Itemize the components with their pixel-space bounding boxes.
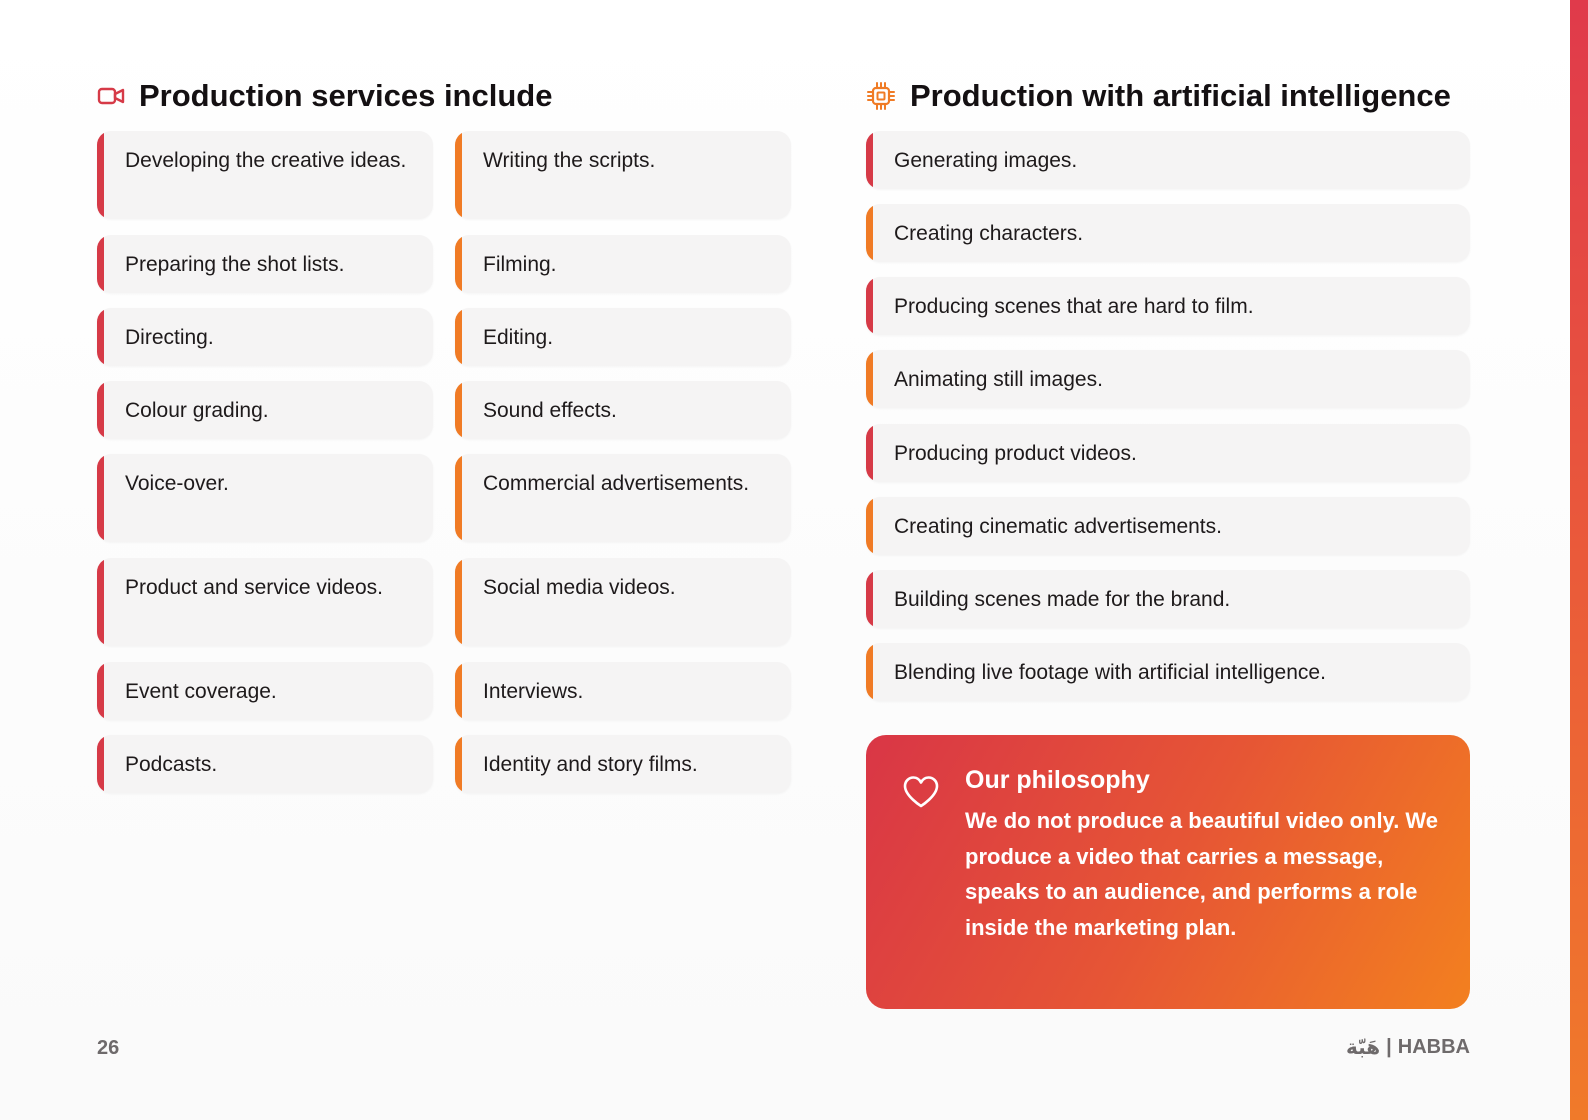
service-item-identity-films: Identity and story films.	[455, 735, 791, 793]
philosophy-box: Our philosophy We do not produce a beaut…	[866, 735, 1470, 1009]
services-title: Production services include	[139, 78, 553, 113]
brand-separator: |	[1386, 1036, 1392, 1058]
service-item-editing: Editing.	[455, 308, 791, 366]
video-camera-icon	[97, 87, 125, 105]
ai-heading: Production with artificial intelligence	[866, 74, 1451, 118]
service-item-podcasts: Podcasts.	[97, 735, 433, 793]
brand-logo: هَبّة | HABBA	[1346, 1035, 1470, 1060]
chip-icon	[867, 82, 895, 110]
ai-item-animating: Animating still images.	[866, 350, 1470, 408]
service-item-creative-ideas: Developing the creative ideas.	[97, 131, 433, 219]
service-item-shot-lists: Preparing the shot lists.	[97, 235, 433, 293]
philosophy-title: Our philosophy	[965, 766, 1150, 794]
service-item-interviews: Interviews.	[455, 662, 791, 720]
brand-latin: HABBA	[1397, 1036, 1470, 1058]
ai-item-hard-scenes: Producing scenes that are hard to film.	[866, 277, 1470, 335]
ai-item-blending: Blending live footage with artificial in…	[866, 643, 1470, 701]
ai-item-images: Generating images.	[866, 131, 1470, 189]
ai-item-product-videos: Producing product videos.	[866, 424, 1470, 482]
ai-item-brand-scenes: Building scenes made for the brand.	[866, 570, 1470, 628]
service-item-sound-effects: Sound effects.	[455, 381, 791, 439]
service-item-colour-grading: Colour grading.	[97, 381, 433, 439]
brand-arabic: هَبّة	[1346, 1037, 1381, 1059]
service-item-filming: Filming.	[455, 235, 791, 293]
service-item-directing: Directing.	[97, 308, 433, 366]
philosophy-text: We do not produce a beautiful video only…	[965, 808, 1439, 940]
page-number: 26	[97, 1037, 120, 1059]
edge-accent-stripe	[1570, 0, 1588, 1120]
service-item-voice-over: Voice-over.	[97, 454, 433, 542]
service-item-event-coverage: Event coverage.	[97, 662, 433, 720]
service-item-product-videos: Product and service videos.	[97, 558, 433, 646]
ai-item-cinematic-ads: Creating cinematic advertisements.	[866, 497, 1470, 555]
service-item-scripts: Writing the scripts.	[455, 131, 791, 219]
services-heading: Production services include	[97, 74, 552, 118]
heart-icon	[903, 776, 939, 808]
ai-item-characters: Creating characters.	[866, 204, 1470, 262]
ai-title: Production with artificial intelligence	[910, 78, 1451, 113]
service-item-social-media: Social media videos.	[455, 558, 791, 646]
service-item-commercials: Commercial advertisements.	[455, 454, 791, 542]
